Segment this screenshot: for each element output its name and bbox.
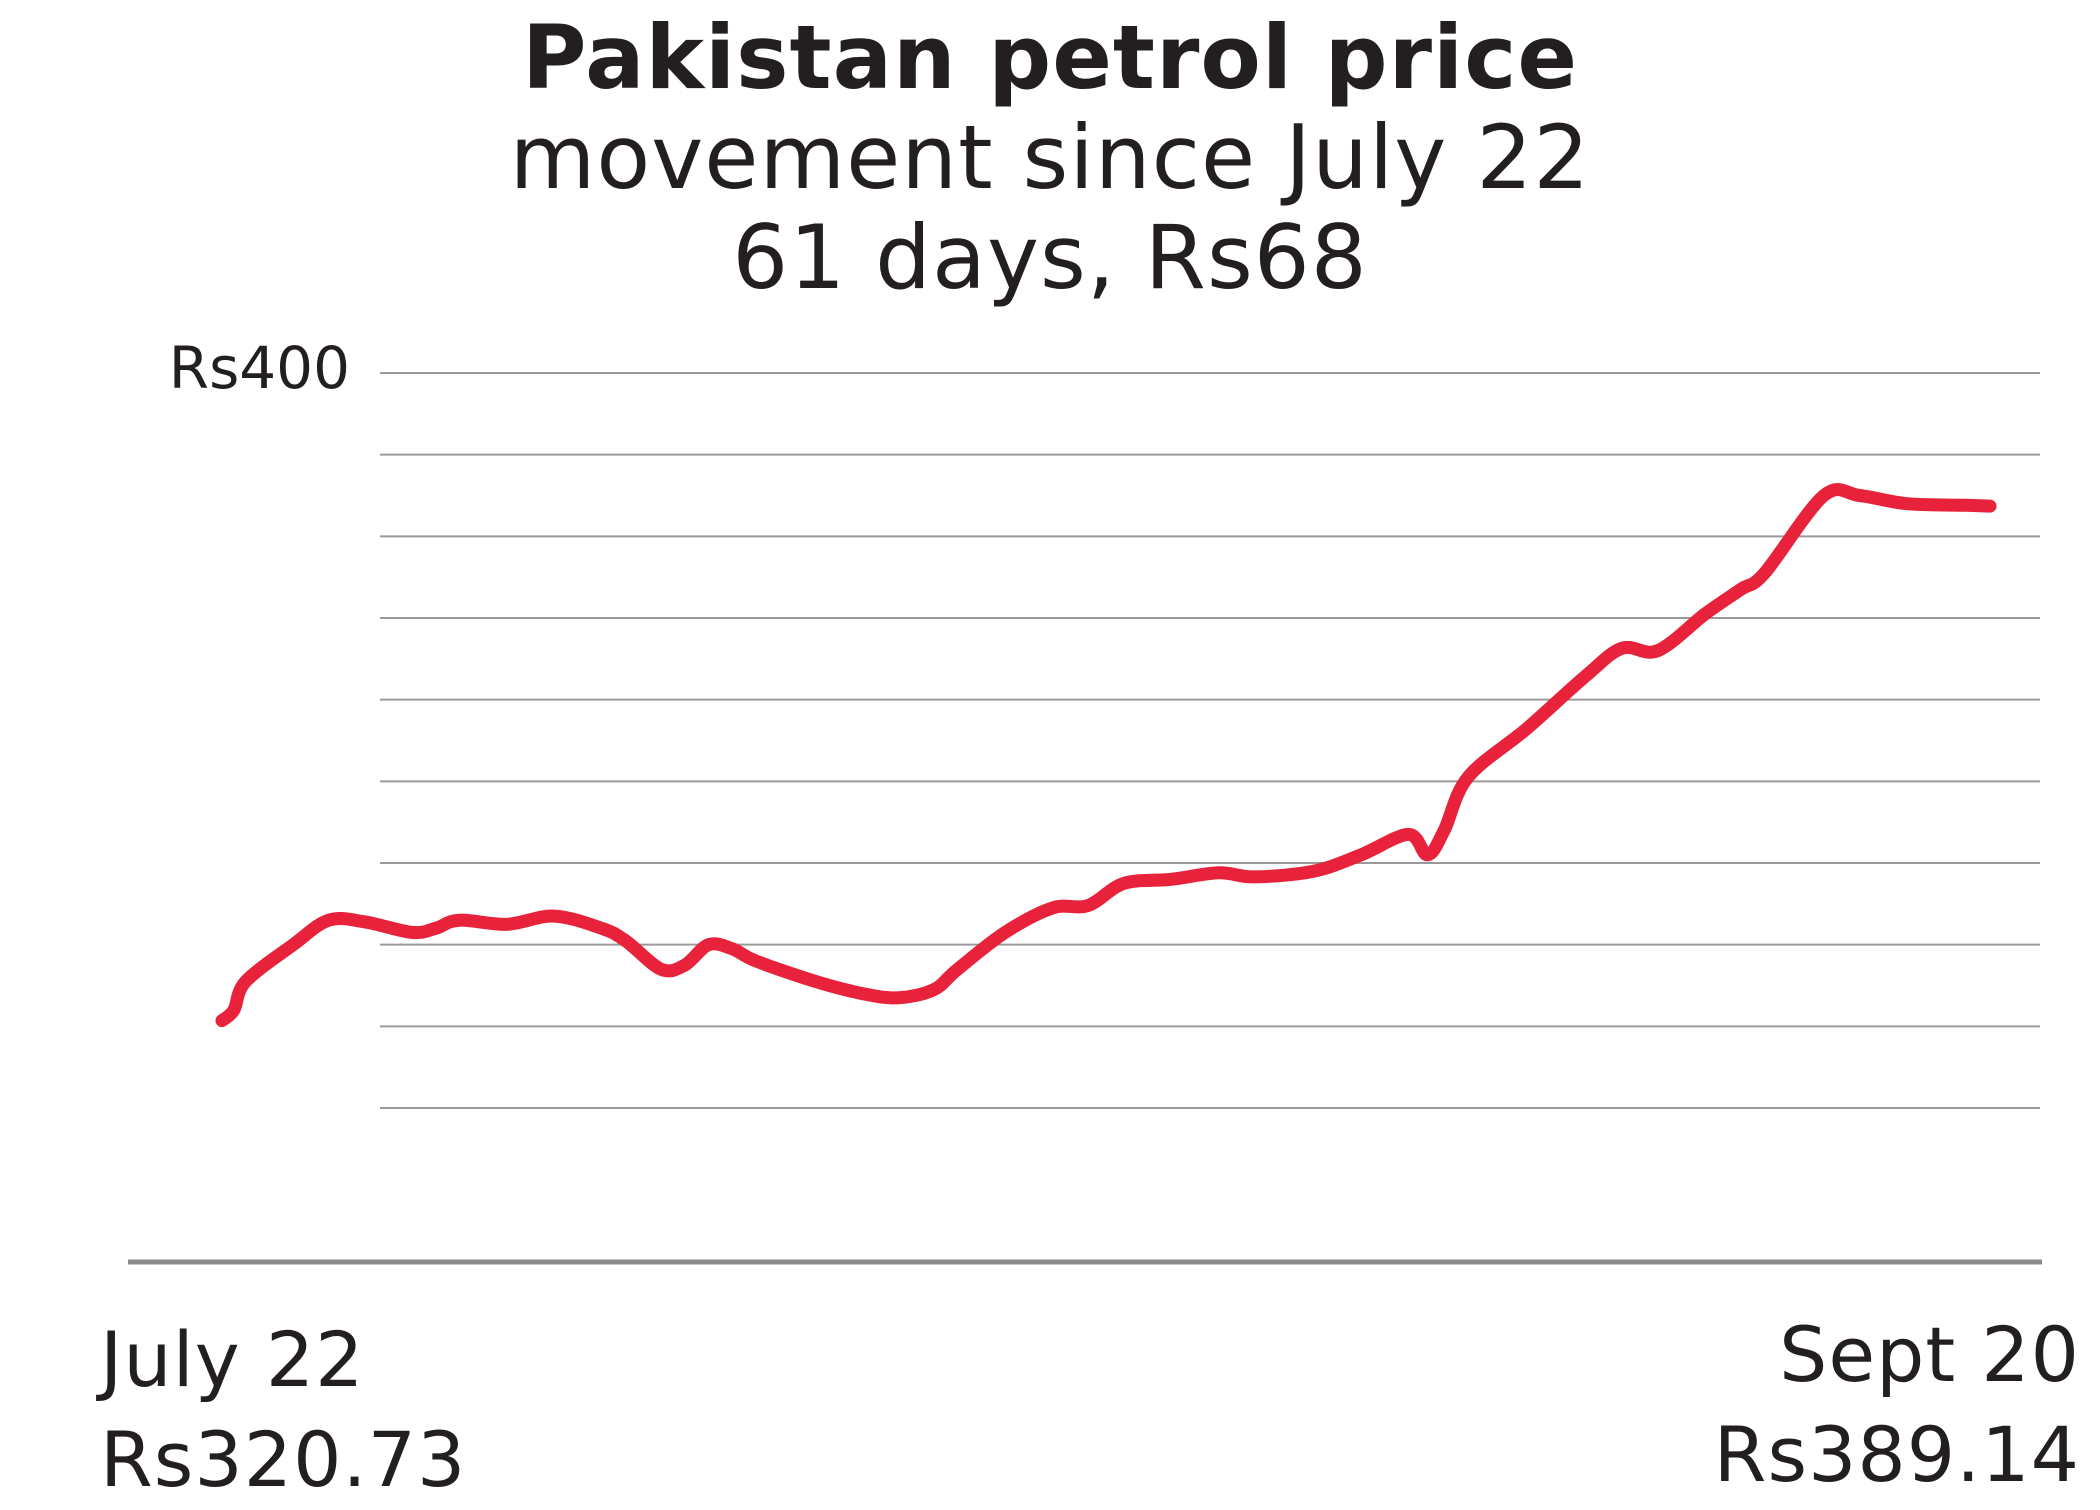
start-annotation: July 22 Rs320.73 bbox=[100, 1310, 466, 1510]
end-annotation: Sept 20 Rs389.14 bbox=[1714, 1305, 2080, 1505]
chart-subtitle-line-1: movement since July 22 bbox=[509, 106, 1591, 209]
start-date-label: July 22 bbox=[100, 1315, 365, 1404]
start-price-label: Rs320.73 bbox=[100, 1415, 467, 1504]
y-tick-label: Rs400 bbox=[169, 334, 350, 402]
chart-title: Pakistan petrol price bbox=[521, 6, 1579, 109]
end-price-label: Rs389.14 bbox=[1713, 1410, 2080, 1499]
chart-subtitle-line-2: 61 days, Rs68 bbox=[732, 206, 1368, 309]
end-date-label: Sept 20 bbox=[1779, 1310, 2080, 1399]
chart-title-block: Pakistan petrol price movement since Jul… bbox=[0, 8, 2100, 308]
series-layer bbox=[215, 482, 1997, 1028]
gridlines bbox=[380, 372, 2040, 1109]
series-line-0 bbox=[215, 482, 1997, 1028]
